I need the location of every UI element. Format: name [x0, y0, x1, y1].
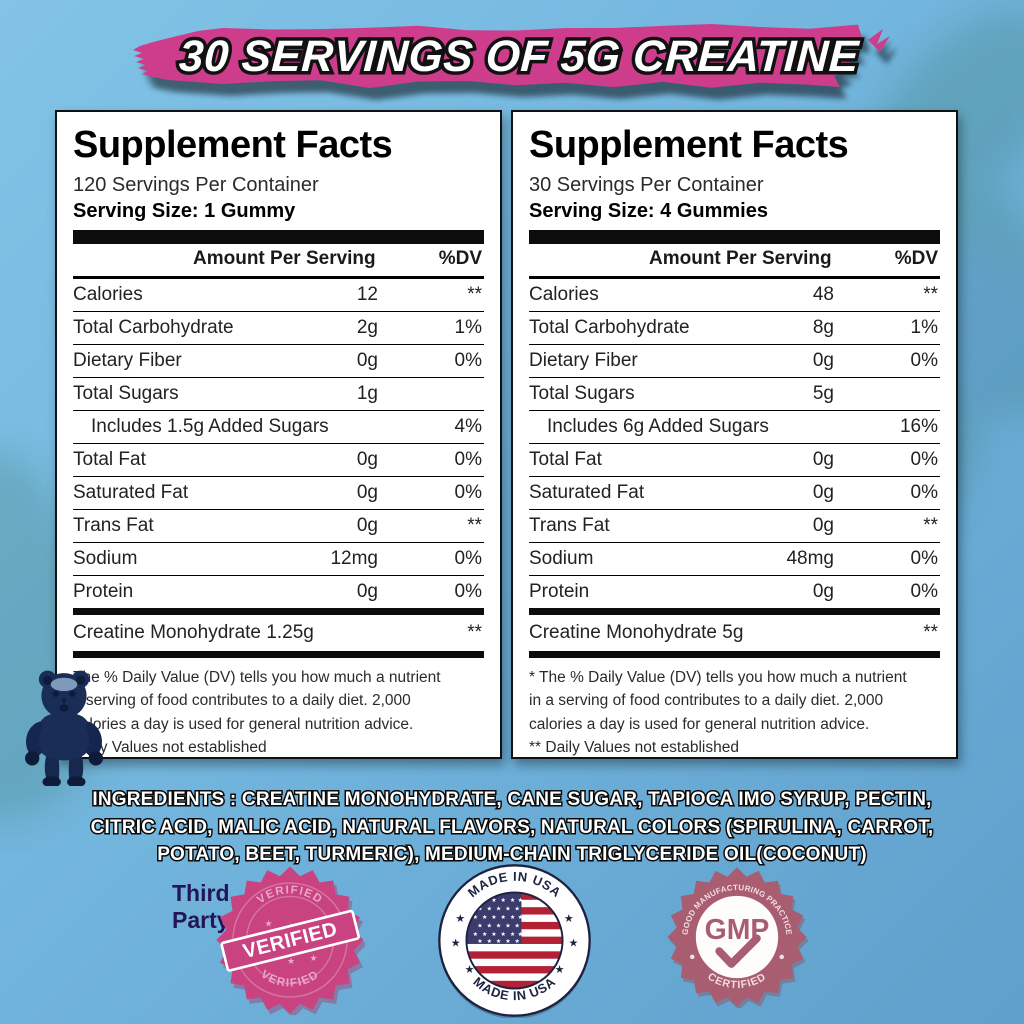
svg-text:★: ★	[487, 938, 493, 945]
svg-text:★: ★	[518, 931, 524, 938]
svg-text:★: ★	[515, 938, 521, 945]
svg-text:★: ★	[518, 897, 524, 904]
svg-text:★: ★	[473, 931, 479, 938]
svg-text:★: ★	[505, 905, 511, 912]
svg-text:★: ★	[501, 914, 507, 921]
svg-text:★: ★	[496, 905, 502, 912]
svg-text:★: ★	[287, 956, 295, 966]
svg-text:GMP: GMP	[705, 914, 770, 946]
svg-text:★: ★	[496, 922, 502, 929]
svg-text:★: ★	[496, 938, 502, 945]
svg-text:★: ★	[455, 913, 465, 925]
svg-text:★: ★	[501, 897, 507, 904]
svg-text:★: ★	[515, 905, 521, 912]
svg-text:★: ★	[477, 922, 483, 929]
svg-text:★: ★	[515, 922, 521, 929]
svg-text:★: ★	[510, 914, 516, 921]
svg-text:★: ★	[451, 938, 461, 950]
svg-text:★: ★	[482, 914, 488, 921]
svg-text:★: ★	[310, 953, 318, 963]
svg-text:★: ★	[477, 938, 483, 945]
svg-text:★: ★	[510, 897, 516, 904]
svg-text:★: ★	[505, 922, 511, 929]
svg-text:★: ★	[510, 931, 516, 938]
svg-text:★: ★	[505, 938, 511, 945]
svg-text:★: ★	[569, 938, 579, 950]
svg-text:★: ★	[487, 905, 493, 912]
svg-text:★: ★	[564, 913, 574, 925]
svg-text:★: ★	[491, 914, 497, 921]
svg-text:★: ★	[518, 914, 524, 921]
svg-text:★: ★	[491, 931, 497, 938]
svg-text:★: ★	[482, 931, 488, 938]
svg-text:★: ★	[265, 919, 273, 929]
svg-text:★: ★	[501, 931, 507, 938]
svg-text:★: ★	[487, 922, 493, 929]
